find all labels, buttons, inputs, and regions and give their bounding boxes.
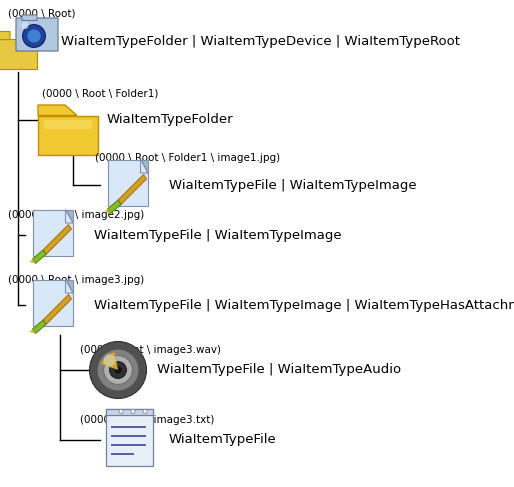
FancyBboxPatch shape bbox=[32, 209, 73, 256]
Text: WiaItemTypeFile | WiaItemTypeImage | WiaItemTypeHasAttachments: WiaItemTypeFile | WiaItemTypeImage | Wia… bbox=[94, 299, 514, 312]
Circle shape bbox=[97, 349, 139, 391]
FancyBboxPatch shape bbox=[106, 409, 153, 415]
Polygon shape bbox=[43, 295, 71, 324]
Circle shape bbox=[119, 410, 123, 413]
Polygon shape bbox=[32, 250, 46, 263]
Polygon shape bbox=[32, 320, 46, 334]
Text: WiaItemTypeFile: WiaItemTypeFile bbox=[169, 433, 277, 447]
Polygon shape bbox=[29, 329, 35, 334]
Text: WiaItemTypeFile | WiaItemTypeAudio: WiaItemTypeFile | WiaItemTypeAudio bbox=[157, 363, 401, 376]
Text: WiaItemTypeFolder | WiaItemTypeDevice | WiaItemTypeRoot: WiaItemTypeFolder | WiaItemTypeDevice | … bbox=[61, 36, 460, 49]
FancyBboxPatch shape bbox=[0, 32, 10, 39]
Text: (0000 \ Root \ Folder1 \ image1.jpg): (0000 \ Root \ Folder1 \ image1.jpg) bbox=[95, 153, 280, 163]
FancyBboxPatch shape bbox=[106, 409, 153, 466]
Polygon shape bbox=[65, 280, 73, 293]
Text: (0000 \ Root \ image3.wav): (0000 \ Root \ image3.wav) bbox=[80, 345, 221, 355]
Circle shape bbox=[115, 366, 122, 374]
Circle shape bbox=[22, 22, 29, 29]
Polygon shape bbox=[29, 259, 35, 263]
Text: (0000 \ Root): (0000 \ Root) bbox=[8, 8, 76, 18]
Circle shape bbox=[143, 410, 147, 413]
FancyBboxPatch shape bbox=[32, 280, 73, 326]
Polygon shape bbox=[104, 209, 111, 213]
FancyBboxPatch shape bbox=[38, 115, 98, 154]
Text: WiaItemTypeFile | WiaItemTypeImage: WiaItemTypeFile | WiaItemTypeImage bbox=[169, 179, 417, 191]
Polygon shape bbox=[43, 225, 71, 255]
Text: (0000 \ Root \ image3.jpg): (0000 \ Root \ image3.jpg) bbox=[8, 275, 144, 285]
Polygon shape bbox=[38, 105, 77, 115]
Polygon shape bbox=[118, 174, 146, 205]
Circle shape bbox=[23, 25, 45, 47]
Text: (0000 \ Root \ image2.jpg): (0000 \ Root \ image2.jpg) bbox=[8, 210, 144, 220]
FancyBboxPatch shape bbox=[16, 18, 58, 51]
Polygon shape bbox=[65, 209, 73, 223]
Text: WiaItemTypeFolder: WiaItemTypeFolder bbox=[107, 113, 234, 127]
Circle shape bbox=[27, 29, 41, 42]
Polygon shape bbox=[65, 280, 73, 293]
Polygon shape bbox=[140, 160, 148, 173]
Circle shape bbox=[104, 355, 116, 366]
Text: (0000 \ Root \ Folder1): (0000 \ Root \ Folder1) bbox=[42, 88, 158, 98]
FancyBboxPatch shape bbox=[44, 120, 92, 129]
Polygon shape bbox=[107, 200, 121, 213]
Polygon shape bbox=[140, 160, 148, 173]
FancyBboxPatch shape bbox=[107, 160, 148, 206]
Text: WiaItemTypeFile | WiaItemTypeImage: WiaItemTypeFile | WiaItemTypeImage bbox=[94, 228, 342, 242]
FancyBboxPatch shape bbox=[22, 15, 37, 20]
Text: (0000 \ Root \ image3.txt): (0000 \ Root \ image3.txt) bbox=[80, 415, 214, 425]
Circle shape bbox=[131, 410, 135, 413]
FancyBboxPatch shape bbox=[0, 39, 37, 69]
Polygon shape bbox=[65, 209, 73, 223]
Circle shape bbox=[89, 341, 146, 398]
Wedge shape bbox=[101, 352, 118, 370]
Circle shape bbox=[109, 362, 126, 378]
Circle shape bbox=[104, 356, 133, 384]
